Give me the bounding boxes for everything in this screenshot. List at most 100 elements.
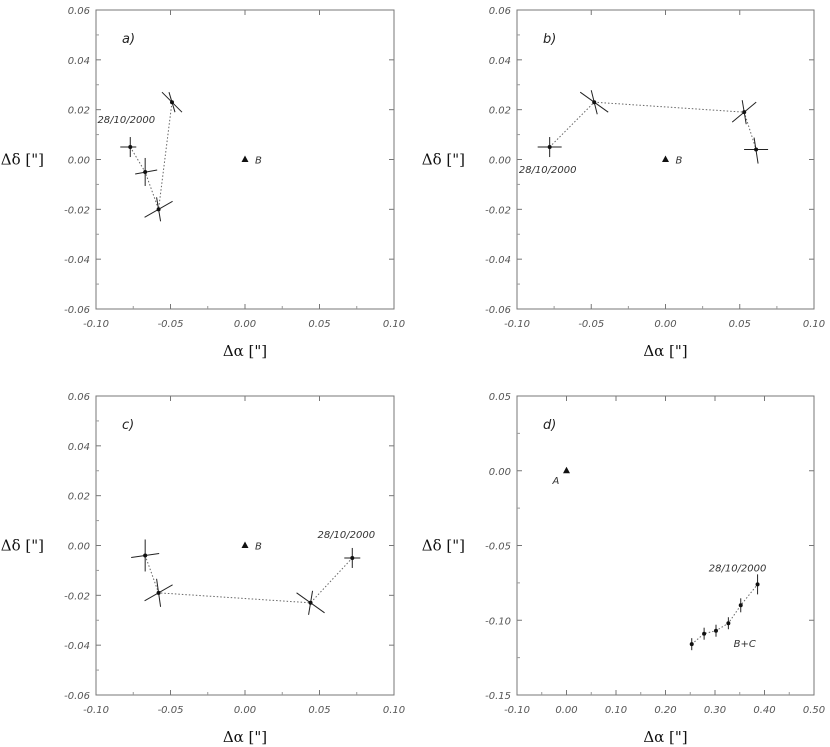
point-marker xyxy=(713,628,718,633)
panel-label: d) xyxy=(543,418,556,433)
x-tick-label: 0.50 xyxy=(803,705,825,716)
x-tick-label: 0.10 xyxy=(605,705,627,716)
y-tick-label: 0.02 xyxy=(68,106,90,117)
y-axis-label: Δδ ["] xyxy=(1,151,44,169)
y-tick-label: -0.02 xyxy=(64,591,90,602)
y-tick-label: -0.02 xyxy=(485,205,511,216)
point-marker xyxy=(128,145,133,150)
annotation-label: 28/10/2000 xyxy=(519,165,577,176)
x-tick-label: -0.10 xyxy=(504,705,530,716)
point-marker xyxy=(350,555,355,560)
y-tick-label: 0.00 xyxy=(489,467,511,478)
x-tick-label: -0.10 xyxy=(504,319,530,330)
data-point xyxy=(755,574,760,595)
panel-label: a) xyxy=(122,32,135,47)
point-marker xyxy=(742,110,747,115)
orbit-path xyxy=(144,555,353,604)
y-tick-label: -0.10 xyxy=(485,616,511,627)
annotation-label: B+C xyxy=(734,639,756,650)
point-marker xyxy=(702,631,707,636)
data-point xyxy=(161,91,183,113)
data-point xyxy=(144,578,173,607)
chart-panel-4: -0.10 0.00 0.10 0.20 0.30 0.40 0.50 0.05 0.00 -0.… xyxy=(422,392,825,746)
annotation-label: 28/10/2000 xyxy=(97,115,155,126)
y-tick-label: 0.04 xyxy=(68,442,90,453)
chart-panel-2: -0.10 -0.05 0.00 0.05 0.10 0.06 0.04 0.02 0.00 -0… xyxy=(422,6,825,360)
annotation-label: 28/10/2000 xyxy=(317,530,375,541)
x-tick-label: 0.05 xyxy=(308,705,330,716)
data-point xyxy=(689,638,694,651)
y-tick-label: -0.15 xyxy=(485,691,511,702)
point-marker xyxy=(547,145,552,150)
reference-star-label: B xyxy=(255,156,262,167)
data-point xyxy=(537,137,562,158)
reference-star-label: A xyxy=(552,476,560,487)
point-marker xyxy=(143,553,148,558)
y-tick-label: 0.00 xyxy=(68,156,90,167)
data-point xyxy=(702,627,707,640)
data-point xyxy=(744,137,769,164)
data-point xyxy=(579,90,609,115)
x-tick-label: 0.10 xyxy=(803,319,825,330)
point-marker xyxy=(592,100,597,105)
y-tick-label: 0.06 xyxy=(489,6,511,17)
x-tick-label: -0.05 xyxy=(158,319,184,330)
x-tick-label: 0.00 xyxy=(555,705,577,716)
data-point xyxy=(731,100,757,125)
x-tick-label: 0.30 xyxy=(704,705,726,716)
x-tick-label: 0.10 xyxy=(383,319,405,330)
x-tick-label: 0.10 xyxy=(383,705,405,716)
chart-panel-1: -0.10 -0.05 0.00 0.05 0.10 0.06 0.04 0.02 0.00 -0… xyxy=(1,6,405,360)
data-point xyxy=(726,617,731,630)
y-tick-label: 0.04 xyxy=(68,56,90,67)
reference-star-marker xyxy=(241,541,249,548)
point-marker xyxy=(738,603,743,608)
reference-star-label: B xyxy=(676,156,683,167)
panel-label: b) xyxy=(543,32,556,47)
x-tick-label: 0.00 xyxy=(234,705,256,716)
y-tick-label: -0.04 xyxy=(485,255,511,266)
y-tick-label: -0.04 xyxy=(64,255,90,266)
y-tick-label: 0.00 xyxy=(489,156,511,167)
y-tick-label: 0.05 xyxy=(489,392,511,403)
data-point xyxy=(120,137,137,158)
plot-frame xyxy=(516,395,815,696)
point-marker xyxy=(726,621,731,626)
y-tick-label: 0.06 xyxy=(68,6,90,17)
orbit-path xyxy=(129,102,173,210)
data-point xyxy=(131,539,160,572)
x-axis-label: Δα ["] xyxy=(223,728,267,746)
data-point xyxy=(296,590,325,615)
y-tick-label: -0.04 xyxy=(64,641,90,652)
x-tick-label: 0.05 xyxy=(729,319,751,330)
x-tick-label: 0.20 xyxy=(654,705,676,716)
x-tick-label: 0.00 xyxy=(234,319,256,330)
y-axis-label: Δδ ["] xyxy=(1,537,44,555)
y-tick-label: -0.06 xyxy=(485,305,511,316)
x-tick-label: -0.10 xyxy=(83,319,109,330)
data-point xyxy=(738,598,743,613)
y-tick-label: -0.06 xyxy=(64,305,90,316)
y-tick-label: 0.02 xyxy=(68,492,90,503)
y-tick-label: -0.05 xyxy=(485,542,511,553)
annotation-label: 28/10/2000 xyxy=(709,563,767,574)
x-tick-label: 0.05 xyxy=(308,319,330,330)
data-point xyxy=(135,157,158,186)
x-tick-label: 0.40 xyxy=(753,705,775,716)
y-axis-label: Δδ ["] xyxy=(422,537,465,555)
reference-star-marker xyxy=(563,466,570,474)
y-tick-label: 0.04 xyxy=(489,56,511,67)
x-axis-label: Δα ["] xyxy=(643,342,687,360)
point-marker xyxy=(156,590,161,595)
data-point xyxy=(144,197,173,222)
point-marker xyxy=(755,582,760,587)
y-axis-label: Δδ ["] xyxy=(422,151,465,169)
x-tick-label: -0.05 xyxy=(578,319,604,330)
y-tick-label: 0.00 xyxy=(68,542,90,553)
data-point xyxy=(713,624,718,637)
x-tick-label: -0.05 xyxy=(158,705,184,716)
y-tick-label: 0.02 xyxy=(489,106,511,117)
point-marker xyxy=(156,207,161,212)
x-axis-label: Δα ["] xyxy=(643,728,687,746)
reference-star-label: B xyxy=(255,542,262,553)
